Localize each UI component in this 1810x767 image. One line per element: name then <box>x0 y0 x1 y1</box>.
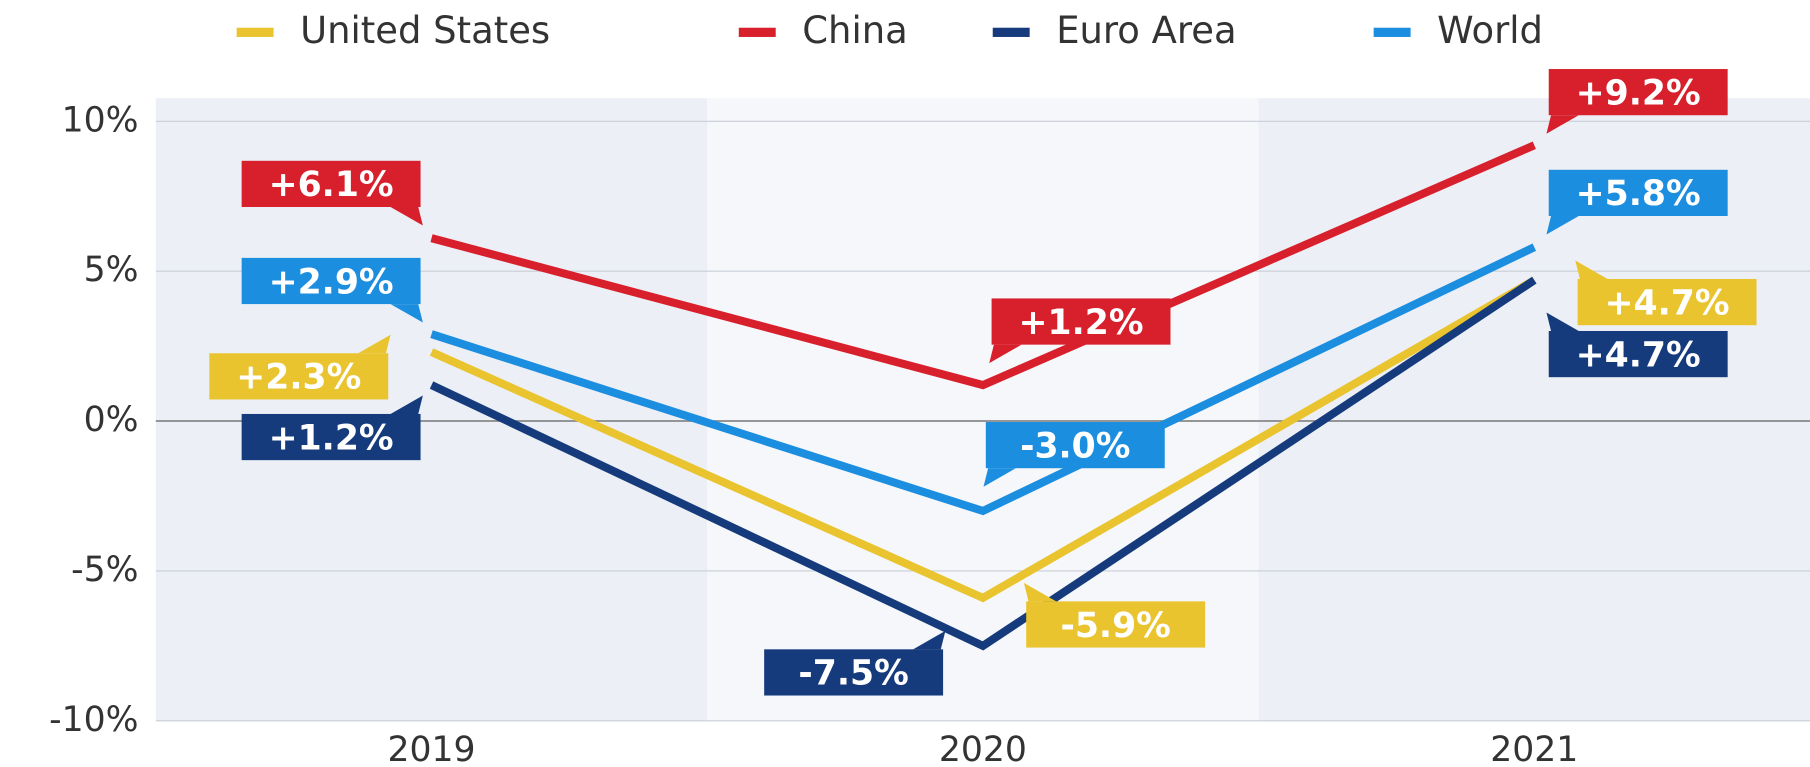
series-line <box>429 276 1537 603</box>
legend-swatch <box>738 27 776 37</box>
series-line <box>430 141 1536 390</box>
label-pointer <box>913 630 946 650</box>
label-pointer <box>390 304 423 323</box>
legend-label: United States <box>300 9 550 52</box>
label-pointer <box>358 334 391 354</box>
legend-label: World <box>1437 9 1543 52</box>
y-tick-label: 5% <box>84 250 139 290</box>
label-pointer <box>390 395 423 414</box>
label-box <box>1548 169 1728 216</box>
label-box <box>1548 330 1728 378</box>
legend-swatch <box>1373 27 1411 37</box>
label-box <box>241 160 421 208</box>
y-tick-label: 10% <box>62 100 139 140</box>
legend-label: China <box>802 9 907 52</box>
label-box <box>241 413 421 461</box>
legend-swatch <box>992 27 1030 37</box>
data-label: +6.1% <box>269 165 394 205</box>
legend-label: Euro Area <box>1056 9 1236 52</box>
data-label: -5.9% <box>1060 606 1170 646</box>
label-pointer <box>1546 312 1579 331</box>
label-pointer <box>983 468 1016 487</box>
data-label: +5.8% <box>1576 174 1701 214</box>
data-label: +2.3% <box>236 358 361 398</box>
label-box <box>985 422 1165 469</box>
label-box <box>991 298 1171 345</box>
y-tick-label: 0% <box>84 400 139 440</box>
series-line <box>430 243 1537 516</box>
label-box <box>241 257 421 305</box>
data-label: +2.9% <box>269 262 394 302</box>
label-pointer <box>1575 260 1608 280</box>
data-label: +1.2% <box>1019 303 1144 343</box>
label-box <box>1026 601 1206 648</box>
legend-swatch <box>236 27 274 37</box>
label-box <box>1548 69 1728 116</box>
x-tick-label: 2021 <box>1490 730 1578 767</box>
x-tick-label: 2019 <box>387 730 475 767</box>
x-tick-label: 2020 <box>939 730 1027 767</box>
label-pointer <box>1023 582 1057 602</box>
label-pointer <box>390 207 423 226</box>
data-label: -7.5% <box>798 654 908 694</box>
data-label: +4.7% <box>1605 283 1730 323</box>
y-tick-label: -10% <box>49 700 138 740</box>
series-line <box>429 276 1537 651</box>
label-box <box>209 353 389 400</box>
label-box <box>1577 279 1757 326</box>
data-label: -3.0% <box>1020 426 1130 466</box>
y-tick-label: -5% <box>71 550 138 590</box>
label-box <box>764 649 944 696</box>
data-label: +1.2% <box>269 418 394 458</box>
label-pointer <box>1546 215 1579 235</box>
data-label: +4.7% <box>1576 335 1701 375</box>
data-label: +9.2% <box>1576 73 1701 113</box>
category-band <box>155 98 708 721</box>
